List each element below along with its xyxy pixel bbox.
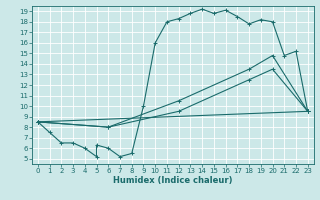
- X-axis label: Humidex (Indice chaleur): Humidex (Indice chaleur): [113, 176, 233, 185]
